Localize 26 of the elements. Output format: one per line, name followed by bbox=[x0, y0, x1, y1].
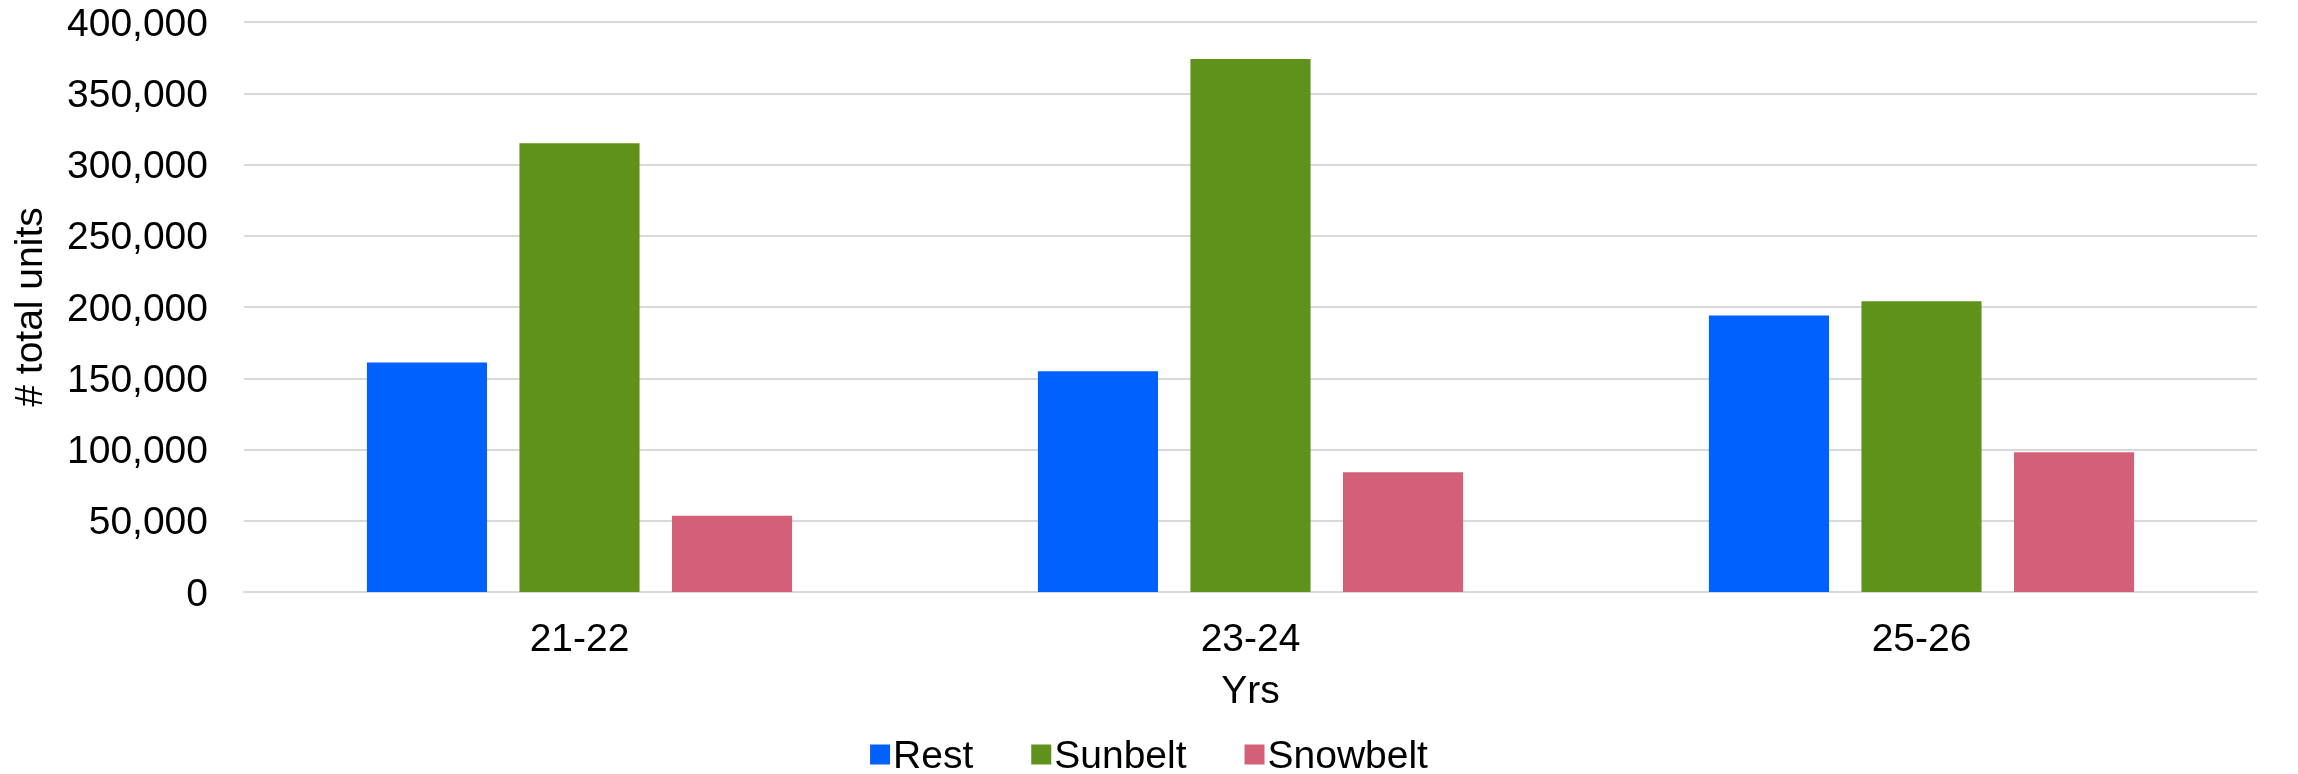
y-tick-label: 350,000 bbox=[67, 71, 208, 115]
bar bbox=[1037, 371, 1159, 592]
y-tick-label: 50,000 bbox=[88, 499, 208, 543]
y-tick-label: 200,000 bbox=[67, 285, 208, 329]
bar bbox=[1190, 59, 1311, 592]
legend-label: Rest bbox=[893, 733, 974, 774]
legend-label: Snowbelt bbox=[1267, 733, 1429, 774]
bar bbox=[1708, 315, 1830, 592]
bar bbox=[1861, 301, 1982, 592]
y-tick-label: 300,000 bbox=[67, 143, 208, 186]
bar bbox=[671, 515, 793, 592]
y-tick-label: 250,000 bbox=[67, 214, 208, 258]
legend-label: Sunbelt bbox=[1054, 733, 1187, 774]
x-tick-label: 21-22 bbox=[529, 616, 630, 659]
bar bbox=[1342, 472, 1464, 592]
y-tick-label: 150,000 bbox=[67, 356, 208, 400]
x-tick-label: 23-24 bbox=[1200, 616, 1301, 659]
x-axis-title: Yrs bbox=[1221, 668, 1280, 711]
y-axis-title: # total units bbox=[7, 207, 50, 407]
bar bbox=[2013, 452, 2135, 592]
x-tick-label: 25-26 bbox=[1871, 616, 1972, 659]
bar bbox=[519, 143, 640, 592]
y-tick-label: 400,000 bbox=[67, 0, 208, 44]
bar bbox=[366, 362, 488, 592]
y-tick-label: 100,000 bbox=[67, 428, 208, 471]
y-tick-label: 0 bbox=[186, 570, 208, 614]
